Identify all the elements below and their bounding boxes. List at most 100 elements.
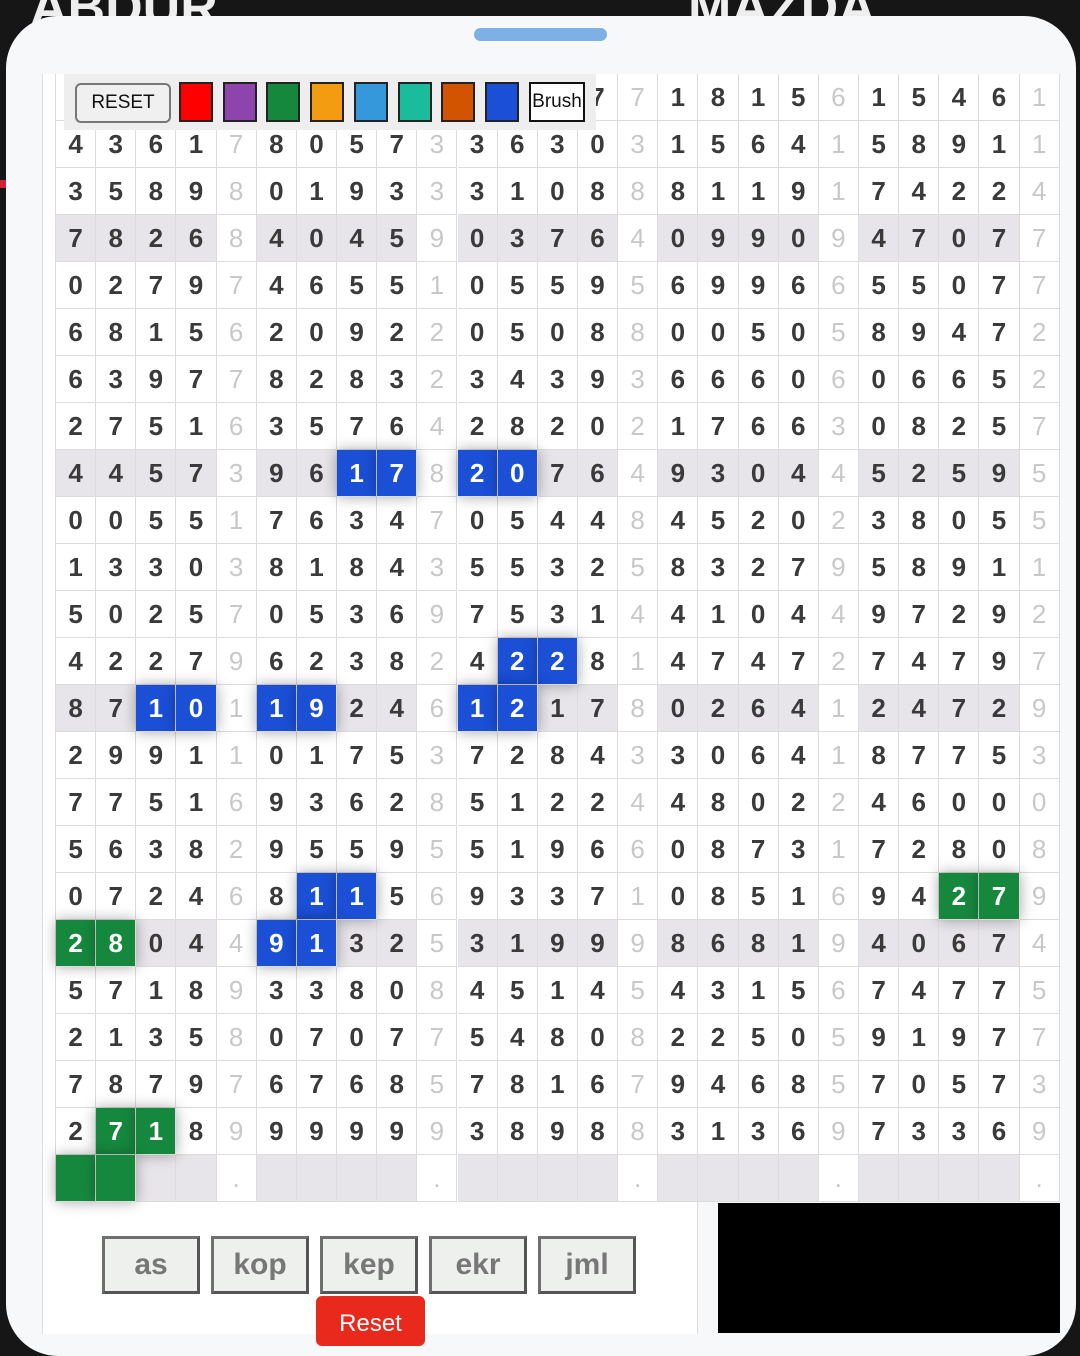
grid-digit: 0 xyxy=(658,309,699,356)
grid-cell xyxy=(939,1155,980,1202)
action-button[interactable]: jml xyxy=(538,1236,636,1294)
grid-digit: 6 xyxy=(939,356,980,403)
grid-digit: 1 xyxy=(457,685,498,732)
grid-cell xyxy=(457,1155,498,1202)
grid-digit: 9 xyxy=(618,920,659,967)
grid-digit: 6 xyxy=(979,74,1020,121)
color-swatch[interactable] xyxy=(222,82,257,122)
grid-digit: . xyxy=(417,1155,458,1202)
grid-digit: 4 xyxy=(497,1014,538,1061)
grid-digit: 9 xyxy=(859,591,900,638)
grid-digit: 2 xyxy=(618,403,659,450)
grid-digit: 5 xyxy=(818,1014,859,1061)
reset-button[interactable]: Reset xyxy=(316,1296,425,1346)
grid-digit: 7 xyxy=(96,403,137,450)
grid-digit: 0 xyxy=(457,262,498,309)
grid-cell xyxy=(537,1155,578,1202)
grid-digit: 4 xyxy=(577,732,619,779)
color-swatch[interactable] xyxy=(484,82,519,122)
color-swatch[interactable] xyxy=(353,82,388,122)
grid-digit: 1 xyxy=(738,74,779,121)
grid-digit: 6 xyxy=(738,685,779,732)
reset-tool[interactable]: RESET xyxy=(75,83,171,123)
grid-digit: 3 xyxy=(618,356,659,403)
grid-digit: 6 xyxy=(658,262,699,309)
grid-digit: 1 xyxy=(136,1108,177,1155)
grid-digit: 7 xyxy=(778,638,819,685)
grid-digit: 7 xyxy=(979,873,1020,920)
grid-digit: 7 xyxy=(939,732,980,779)
action-button[interactable]: ekr xyxy=(429,1236,527,1294)
grid-digit: 5 xyxy=(738,873,779,920)
grid-digit: 9 xyxy=(176,1061,217,1108)
action-button[interactable]: as xyxy=(102,1236,200,1294)
grid-digit: 5 xyxy=(497,309,538,356)
grid-digit: 9 xyxy=(658,1061,699,1108)
grid-digit: 9 xyxy=(537,826,578,873)
grid-digit: 5 xyxy=(417,826,458,873)
grid-digit: 0 xyxy=(658,873,699,920)
grid-digit: 8 xyxy=(417,450,458,497)
grid-digit: 9 xyxy=(1019,1108,1060,1155)
grid-digit: 9 xyxy=(337,168,378,215)
grid-digit: 0 xyxy=(658,215,699,262)
brush-tool[interactable]: Brush xyxy=(529,82,585,122)
grid-digit: 8 xyxy=(618,497,659,544)
color-swatch[interactable] xyxy=(441,82,476,122)
grid-digit: 8 xyxy=(417,779,458,826)
grid-digit: 5 xyxy=(417,920,458,967)
grid-digit: 5 xyxy=(337,826,378,873)
grid-digit: 3 xyxy=(1019,1061,1060,1108)
grid-digit: 7 xyxy=(859,826,900,873)
action-button[interactable]: kop xyxy=(211,1236,309,1294)
grid-digit: 4 xyxy=(176,920,217,967)
grid-digit: 0 xyxy=(939,215,980,262)
grid-digit: 2 xyxy=(778,779,819,826)
grid-digit: 0 xyxy=(899,1061,940,1108)
grid-digit: 0 xyxy=(778,309,819,356)
grid-digit: 4 xyxy=(698,1061,739,1108)
grid-digit: 9 xyxy=(818,544,859,591)
grid-digit: 2 xyxy=(818,779,859,826)
grid-digit: 0 xyxy=(56,497,97,544)
grid-digit: 1 xyxy=(56,544,97,591)
grid-digit: . xyxy=(216,1155,257,1202)
grid-cell xyxy=(176,1155,217,1202)
action-button[interactable]: kep xyxy=(320,1236,418,1294)
color-swatch[interactable] xyxy=(266,82,301,122)
grid-digit: 0 xyxy=(256,591,297,638)
grid-digit: 1 xyxy=(818,168,859,215)
grid-digit: 9 xyxy=(778,168,819,215)
grid-digit: . xyxy=(618,1155,659,1202)
grid-digit: 9 xyxy=(698,262,739,309)
grid-digit: 7 xyxy=(979,309,1020,356)
grid-digit: 0 xyxy=(537,309,578,356)
grid-digit: 6 xyxy=(738,121,779,168)
color-swatch[interactable] xyxy=(310,82,345,122)
grid-digit: 2 xyxy=(377,309,418,356)
grid-digit: 2 xyxy=(658,1014,699,1061)
grid-digit: 4 xyxy=(899,967,940,1014)
grid-digit: 3 xyxy=(939,1108,980,1155)
color-swatch[interactable] xyxy=(397,82,432,122)
bg-accent xyxy=(0,180,8,188)
grid-digit: 9 xyxy=(256,450,297,497)
grid-digit: 6 xyxy=(818,262,859,309)
grid-digit: 7 xyxy=(96,779,137,826)
color-swatch[interactable] xyxy=(179,82,213,122)
grid-digit: 3 xyxy=(497,873,538,920)
grid-digit: 6 xyxy=(738,732,779,779)
grid-cell xyxy=(778,1155,819,1202)
grid-digit: 2 xyxy=(417,638,458,685)
grid-digit: 5 xyxy=(56,967,97,1014)
grid-digit: 9 xyxy=(859,873,900,920)
grid-digit: 7 xyxy=(899,591,940,638)
grid-digit: 9 xyxy=(939,1014,980,1061)
grid-digit: 8 xyxy=(417,967,458,1014)
grid-digit: 9 xyxy=(818,215,859,262)
grid-digit: 7 xyxy=(296,1014,338,1061)
grid-digit: 8 xyxy=(698,873,739,920)
grid-digit: 5 xyxy=(738,309,779,356)
grid-digit: 4 xyxy=(377,685,418,732)
grid-digit: 5 xyxy=(56,826,97,873)
